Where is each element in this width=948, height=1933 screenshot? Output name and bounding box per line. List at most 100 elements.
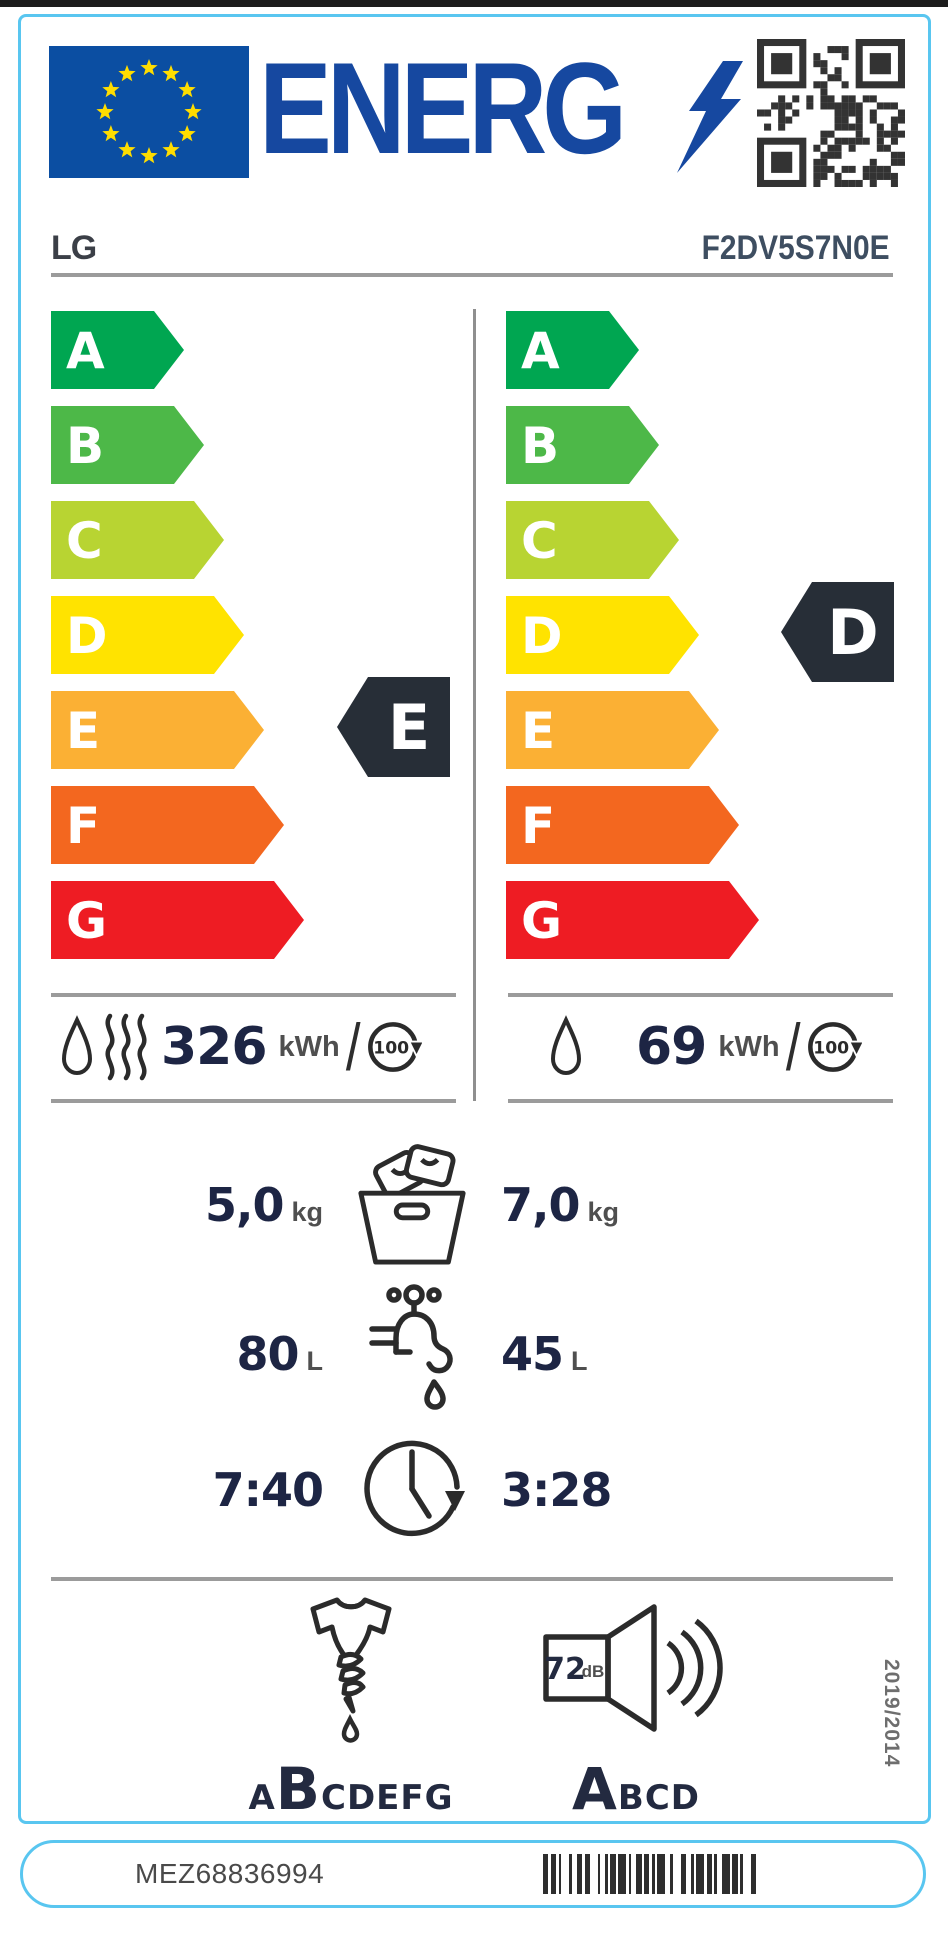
grade-letter: A (66, 322, 105, 380)
energy-value: 326 (161, 1017, 268, 1077)
spin-letter-f: F (400, 1778, 425, 1818)
barcode (543, 1854, 813, 1894)
energy-wash-dry-row: 326 kWh / 100 (51, 999, 461, 1095)
lightning-bolt-icon (677, 61, 743, 173)
grade-arrow-a: A (506, 311, 639, 389)
noise-letter-b: B (617, 1778, 645, 1818)
energ-logo-text: ENERG (259, 35, 627, 181)
energy-unit: kWh (278, 1030, 340, 1063)
spin-letter-a: A (248, 1778, 276, 1818)
footer-bar: MEZ68836994 (20, 1840, 926, 1908)
laundry-basket-icon (358, 1144, 466, 1265)
water-drop-icon (61, 1015, 93, 1075)
energy-unit: kWh (718, 1030, 780, 1063)
column-divider (473, 309, 476, 1101)
rule (51, 1577, 893, 1581)
grade-letter: D (521, 607, 563, 665)
grade-arrow-c: C (51, 501, 224, 579)
scale-wash-only: A B C D E F G (506, 311, 926, 976)
capacity-wash-dry: 5,0 (204, 1178, 284, 1232)
badge-pointer (781, 582, 812, 682)
spin-letter-d: D (346, 1778, 377, 1818)
badge-grade-letter: E (387, 691, 431, 764)
noise-letter-d: D (670, 1778, 700, 1818)
grade-letter: F (66, 797, 101, 855)
grade-letter: C (66, 512, 103, 570)
grade-arrow-g: G (51, 881, 304, 959)
spin-drying-icon (310, 1597, 392, 1743)
grade-arrow-f: F (506, 786, 739, 864)
water-wash-dry: 80 (236, 1327, 299, 1381)
screenshot-top-edge (0, 0, 948, 7)
noise-letter-a-active: A (572, 1755, 618, 1823)
grade-arrow-b: B (506, 406, 659, 484)
grade-arrow-g: G (506, 881, 759, 959)
water-unit: L (306, 1346, 324, 1376)
badge-pointer (337, 677, 368, 777)
noise-speaker-icon: 72 dB (543, 1604, 723, 1732)
water-unit: L (571, 1346, 588, 1376)
capacity-row: 5,0 kg 7,0 kg (51, 1139, 893, 1271)
grade-letter: G (66, 892, 108, 950)
spin-letter-c: C (320, 1778, 347, 1818)
noise-db-unit: dB (582, 1662, 605, 1681)
clock-icon (364, 1440, 465, 1537)
grade-letter: B (66, 417, 105, 475)
grade-arrow-e: E (51, 691, 264, 769)
rule (51, 993, 456, 997)
noise-db-value: 72 (544, 1652, 586, 1687)
rule (508, 993, 893, 997)
regulation-number: 2019/2014 (880, 1659, 903, 1768)
energy-wash-row: 69 kWh / 100 (508, 999, 893, 1095)
water-drop-icon (550, 1015, 582, 1075)
rule (508, 1099, 893, 1103)
grade-arrow-c: C (506, 501, 679, 579)
eu-flag-icon (49, 46, 249, 178)
capacity-unit: kg (587, 1197, 620, 1227)
per-cycles-value: 100 (373, 1038, 409, 1058)
grade-letter: G (521, 892, 563, 950)
divider-rule (51, 273, 893, 277)
water-row: 80 L 45 L (51, 1279, 893, 1429)
grade-arrow-d: D (506, 596, 699, 674)
capacity-unit: kg (291, 1197, 323, 1227)
grade-letter: D (66, 607, 108, 665)
grade-arrow-f: F (51, 786, 284, 864)
per-100-cycles-icon: 100 (808, 1022, 862, 1072)
grade-arrow-d: D (51, 596, 244, 674)
grade-letter: F (521, 797, 556, 855)
rule (51, 1099, 456, 1103)
grade-letter: E (66, 702, 101, 760)
grade-letter: B (521, 417, 560, 475)
spin-letter-b-active: B (275, 1755, 321, 1823)
grade-arrow-a: A (51, 311, 184, 389)
heat-waves-icon (105, 1013, 147, 1081)
energy-value: 69 (636, 1017, 707, 1077)
per-cycles-value: 100 (813, 1038, 849, 1058)
water-tap-icon (369, 1284, 453, 1410)
label-code: MEZ68836994 (135, 1858, 325, 1889)
per-slash: / (785, 1010, 801, 1084)
energy-label: ENERG LG F2DV5S7N0E A B C D E F G A B C … (18, 14, 931, 1824)
grade-arrow-b: B (51, 406, 204, 484)
water-wash: 45 (501, 1327, 564, 1381)
duration-wash-dry: 7:40 (212, 1463, 324, 1517)
grade-letter: C (521, 512, 558, 570)
duration-wash: 3:28 (501, 1463, 612, 1517)
brand-name: LG (51, 229, 97, 267)
capacity-wash: 7,0 (501, 1178, 580, 1232)
per-slash: / (345, 1010, 361, 1084)
model-number: F2DV5S7N0E (702, 229, 890, 267)
grade-letter: A (521, 322, 560, 380)
per-100-cycles-icon: 100 (368, 1022, 423, 1072)
spin-letter-e: E (376, 1778, 401, 1818)
duration-row: 7:40 3:28 (51, 1415, 893, 1565)
grade-badge-wash-dry: E (337, 677, 450, 777)
grade-badge-wash: D (781, 582, 894, 682)
noise-letter-c: C (644, 1778, 671, 1818)
scale-wash-dry: A B C D E F G (51, 311, 471, 976)
